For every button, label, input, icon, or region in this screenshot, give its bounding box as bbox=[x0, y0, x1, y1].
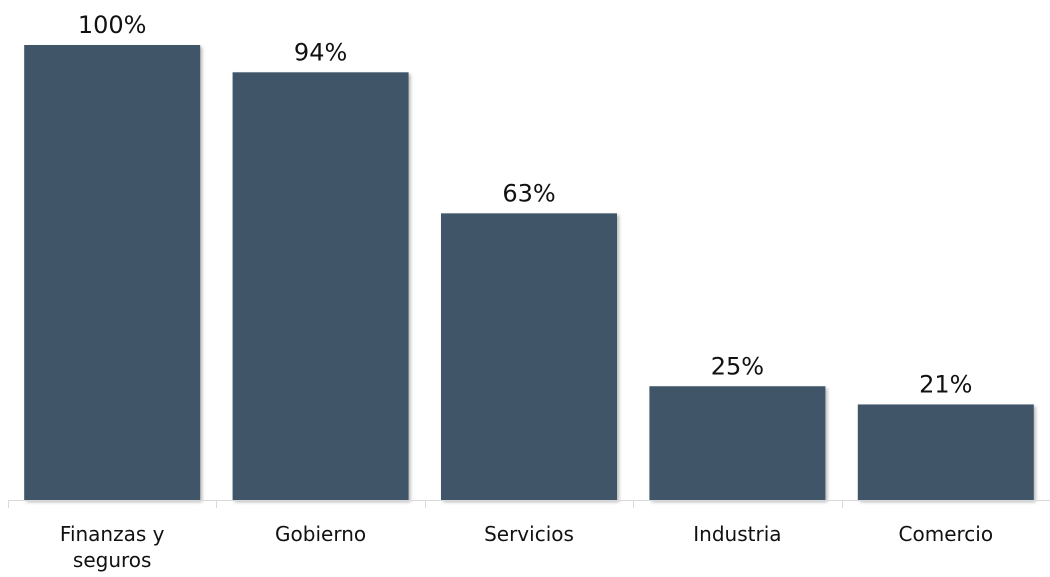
x-tick-label-line: Industria bbox=[693, 522, 781, 546]
x-tick-labels: Finanzas y seguros Gobierno Servicios Indust… bbox=[60, 522, 993, 572]
bar bbox=[857, 404, 1034, 500]
x-axis bbox=[8, 500, 1050, 508]
bar bbox=[649, 386, 826, 500]
data-labels-group: 100% 94% 63% 25% 21% bbox=[78, 11, 973, 398]
data-label: 100% bbox=[78, 11, 147, 39]
data-label: 63% bbox=[502, 179, 555, 207]
data-label: 21% bbox=[919, 370, 972, 398]
x-tick-label-line: Finanzas y bbox=[60, 522, 165, 546]
x-tick-label: Comercio bbox=[899, 522, 994, 546]
bar bbox=[441, 213, 617, 500]
x-tick-label-line: Servicios bbox=[484, 522, 574, 546]
x-tick-label: Finanzas y seguros bbox=[60, 522, 165, 572]
x-tick-label-line: seguros bbox=[73, 548, 152, 572]
x-tick-label: Servicios bbox=[484, 522, 574, 546]
x-tick-label: Gobierno bbox=[275, 522, 366, 546]
data-label: 94% bbox=[294, 38, 347, 66]
x-tick-label-line: Comercio bbox=[899, 522, 994, 546]
data-label: 25% bbox=[711, 352, 764, 380]
x-tick-label-line: Gobierno bbox=[275, 522, 366, 546]
bar bbox=[232, 72, 409, 501]
bar bbox=[24, 45, 201, 500]
x-tick-label: Industria bbox=[693, 522, 781, 546]
bars-group bbox=[24, 45, 1034, 501]
